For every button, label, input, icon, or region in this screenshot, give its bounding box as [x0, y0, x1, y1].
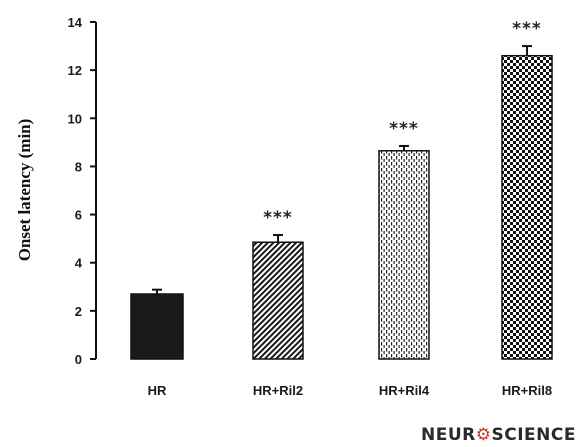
logo-neuron-icon: ⚙ [475, 425, 492, 445]
bars: *** *** *** [130, 19, 553, 360]
bar-group-hr-ril2: *** [252, 208, 304, 360]
bar [378, 150, 430, 360]
y-tick-label: 2 [75, 304, 82, 319]
logo-prefix: NEUR [421, 425, 476, 445]
y-tick-label: 14 [68, 15, 83, 30]
x-tick-label: HR+Ril8 [502, 383, 552, 398]
x-tick-label: HR+Ril4 [379, 383, 430, 398]
y-tick-label: 10 [68, 111, 82, 126]
x-tick-label: HR [148, 383, 167, 398]
y-tick-label: 0 [75, 352, 82, 367]
y-ticks: 0 2 4 6 8 10 12 14 [68, 15, 96, 367]
bar [252, 241, 304, 360]
y-tick-label: 8 [75, 159, 82, 174]
neuroscience-logo: NEUR⚙SCIENCE [421, 425, 576, 445]
x-tick-label: HR+Ril2 [253, 383, 303, 398]
significance-label: *** [512, 19, 542, 39]
significance-label: *** [389, 119, 419, 139]
y-tick-label: 4 [75, 256, 83, 271]
bar-group-hr [130, 288, 184, 360]
y-tick-label: 6 [75, 208, 82, 223]
logo-suffix: SCIENCE [491, 425, 576, 445]
significance-label: *** [263, 208, 293, 228]
bar-group-hr-ril8: *** [501, 19, 553, 360]
y-axis-label: Onset latency (min) [15, 119, 34, 262]
bar-group-hr-ril4: *** [378, 119, 430, 360]
y-tick-label: 12 [68, 63, 82, 78]
bar [501, 54, 553, 360]
bar [130, 293, 184, 360]
x-tick-labels: HR HR+Ril2 HR+Ril4 HR+Ril8 [148, 383, 553, 398]
